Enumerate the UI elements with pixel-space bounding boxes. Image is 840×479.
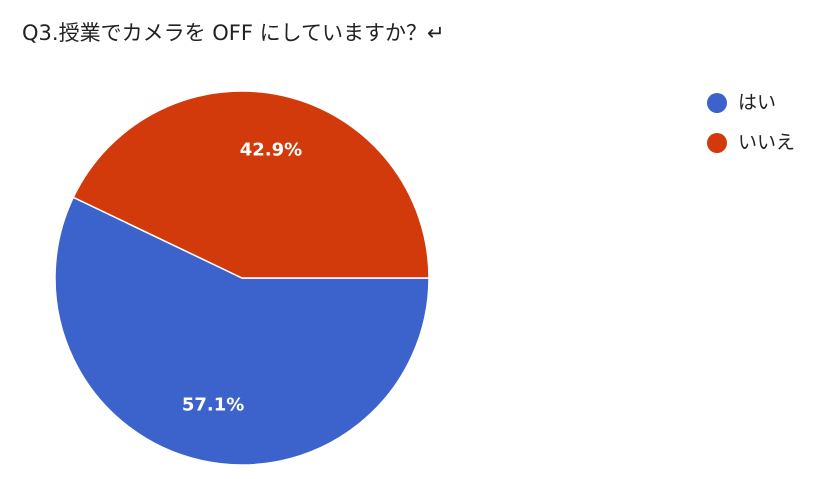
pie-slice: [72, 90, 430, 279]
slice-label: 57.1%: [182, 395, 244, 416]
legend-label: いいえ: [738, 132, 795, 154]
pie-slice: [54, 196, 430, 466]
slice-label: 42.9%: [240, 139, 302, 160]
legend-label: はい: [738, 92, 776, 114]
chart-title: Q3.授業でカメラを OFF にしていますか？↵: [22, 21, 445, 45]
legend-swatch: [707, 93, 727, 113]
legend-swatch: [707, 133, 727, 153]
